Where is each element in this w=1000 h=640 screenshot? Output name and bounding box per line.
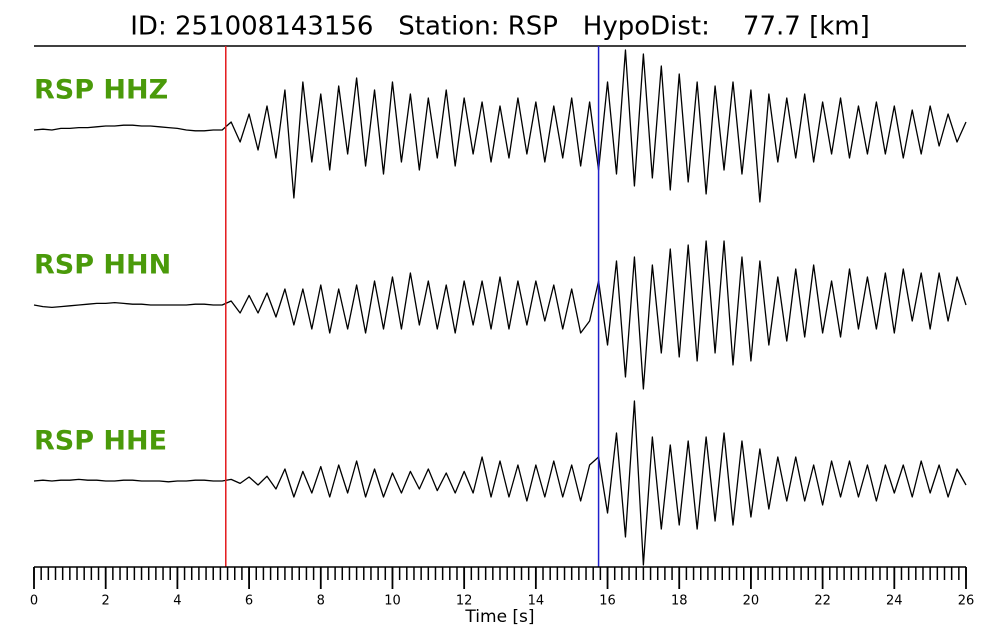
x-tick-label: 0 <box>30 594 38 609</box>
trace-label: RSP HHN <box>34 250 171 281</box>
x-tick-label: 20 <box>743 594 760 609</box>
x-tick-label: 12 <box>456 594 473 609</box>
trace-label: RSP HHZ <box>34 75 168 106</box>
x-tick-label: 10 <box>384 594 401 609</box>
x-tick-label: 22 <box>814 594 831 609</box>
waveform-trace <box>33 49 967 203</box>
x-tick-label: 4 <box>173 594 181 609</box>
x-tick-label: 16 <box>599 594 616 609</box>
x-tick-label: 24 <box>886 594 903 609</box>
trace-label: RSP HHE <box>34 426 167 457</box>
x-tick-label: 18 <box>671 594 688 609</box>
x-tick-label: 8 <box>317 594 325 609</box>
x-tick-label: 6 <box>245 594 253 609</box>
waveform-trace <box>33 400 967 566</box>
x-tick-label: 14 <box>528 594 545 609</box>
chart-title: ID: 251008143156 Station: RSP HypoDist: … <box>130 12 870 42</box>
waveform-trace <box>33 240 967 390</box>
x-tick-label: 26 <box>958 594 975 609</box>
x-tick-label: 2 <box>102 594 110 609</box>
x-axis-label: Time [s] <box>464 607 534 627</box>
